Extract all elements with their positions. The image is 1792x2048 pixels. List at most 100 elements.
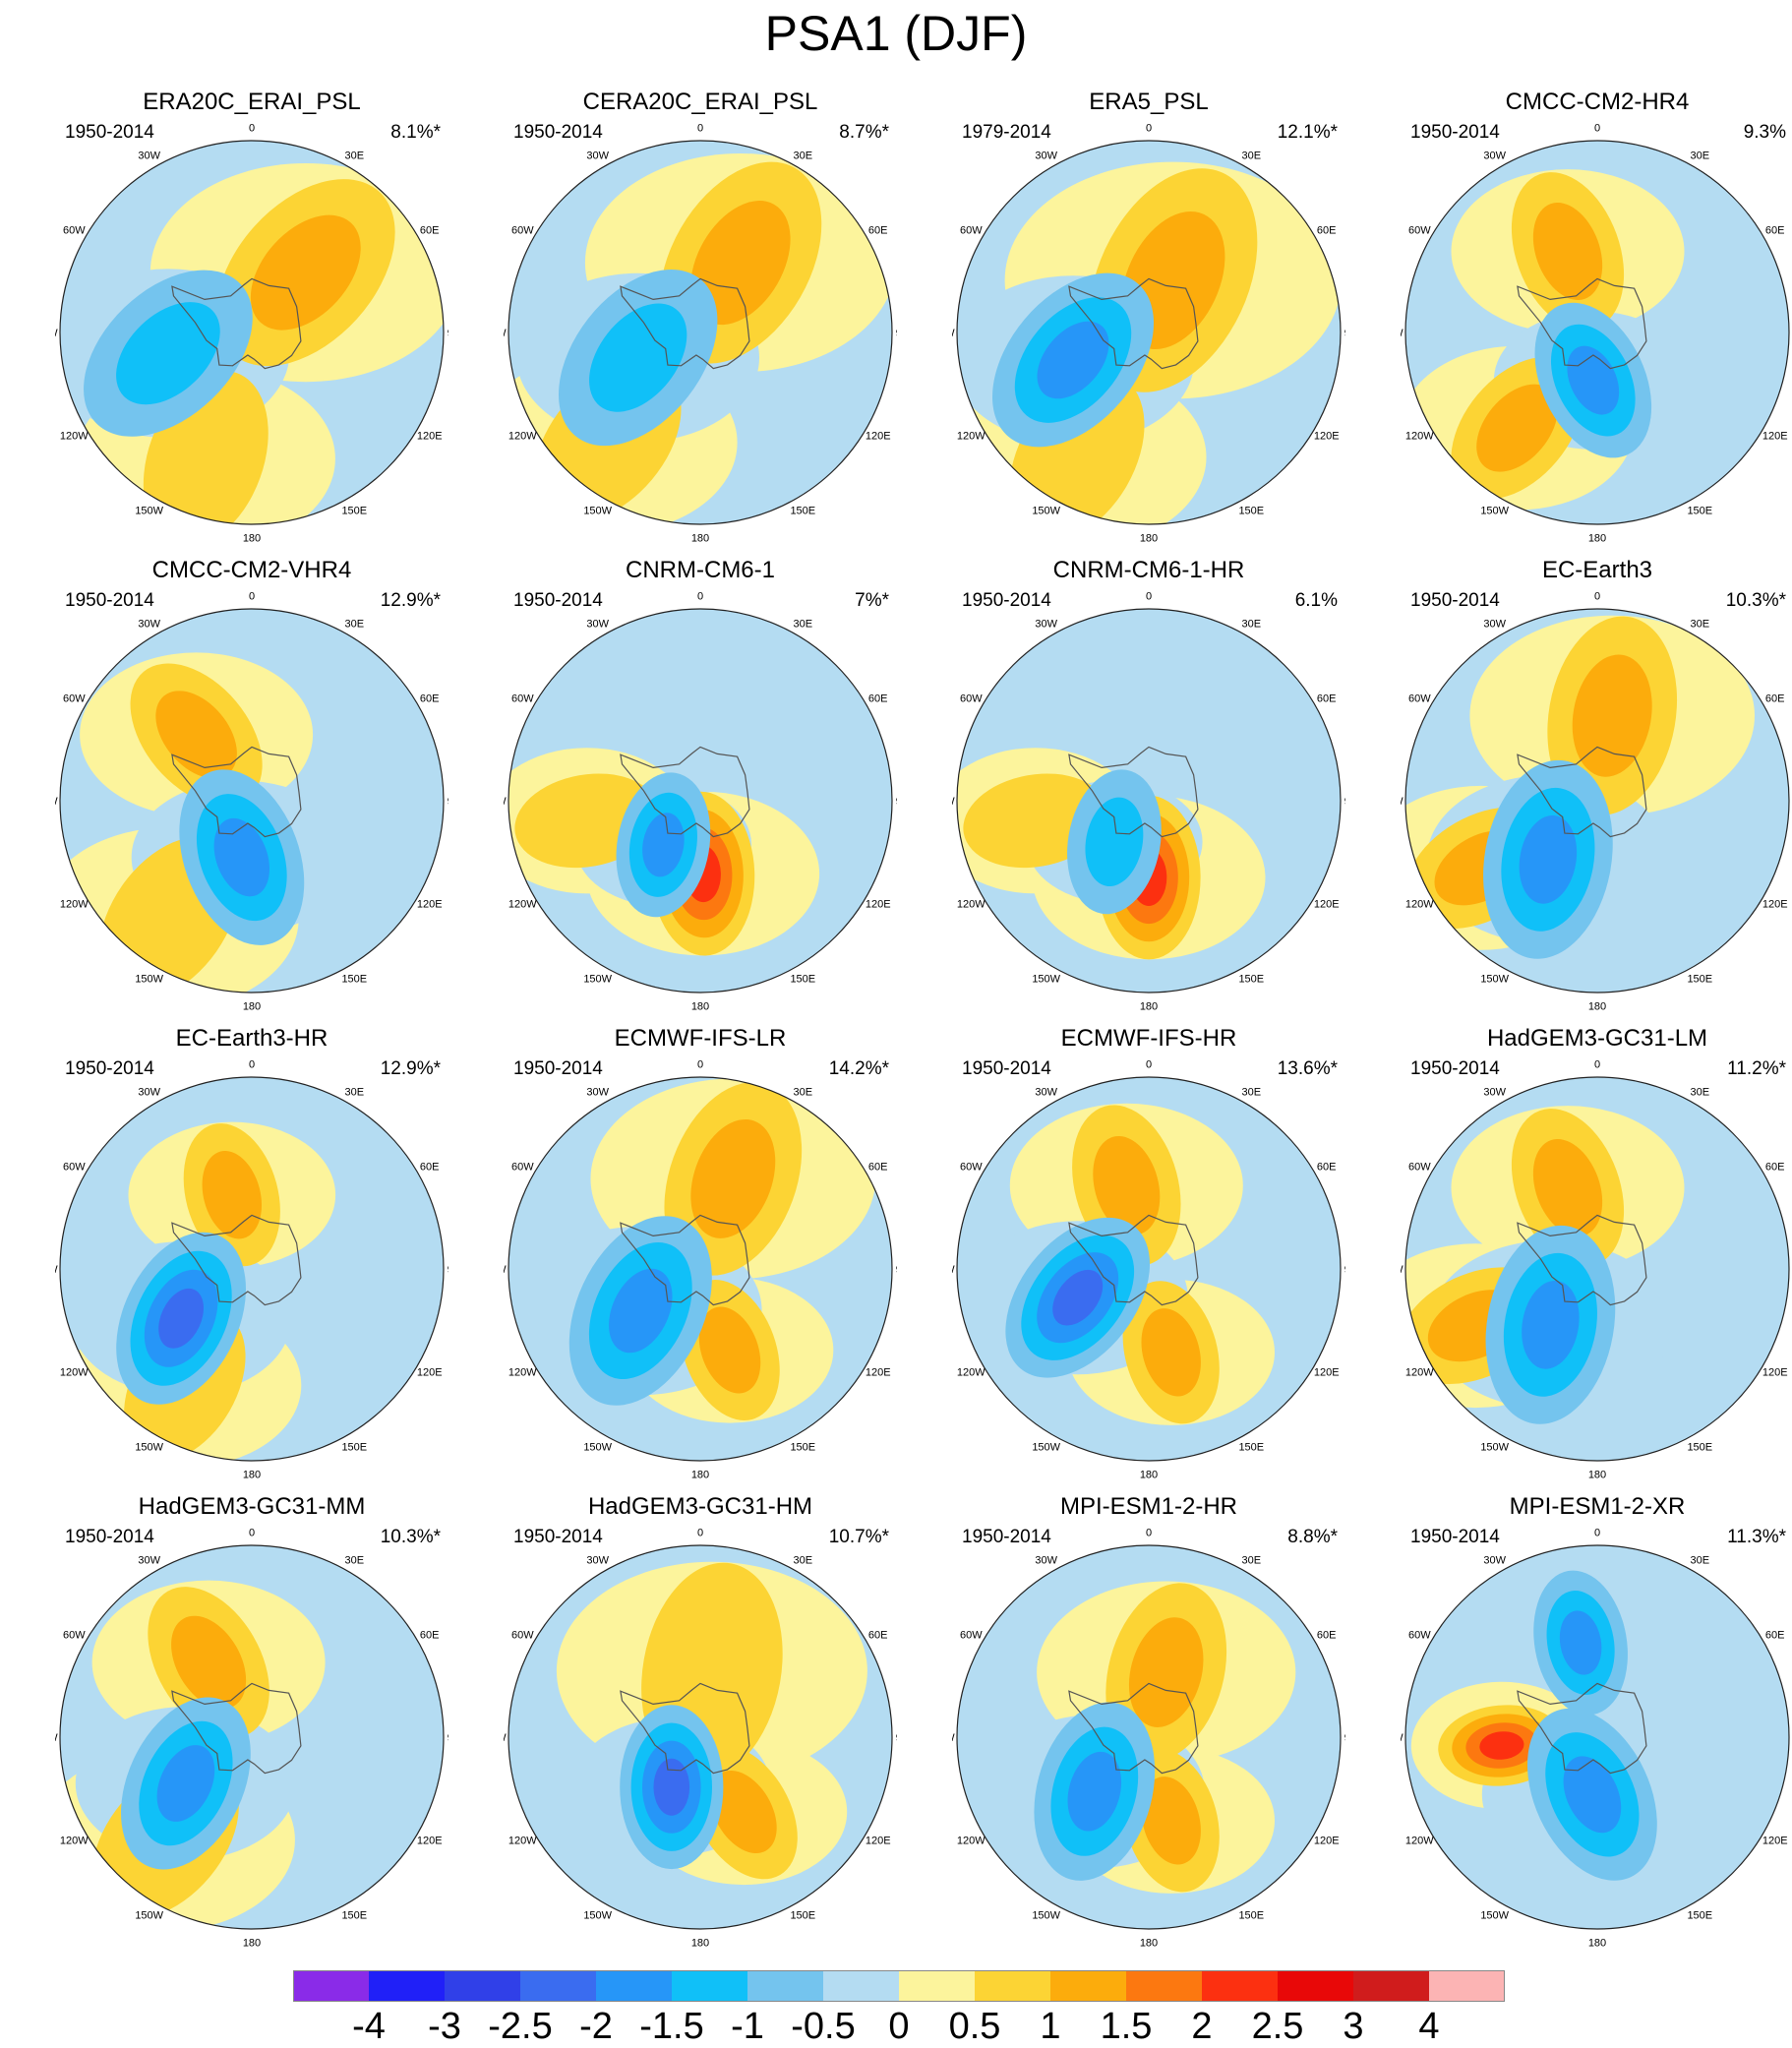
map-boundary [59,140,445,525]
longitude-label: 30W [1035,1554,1057,1566]
polar-map: 030E60E90E120E150E180150W120W90W60W30W [504,590,897,1012]
longitude-label: 90W [55,1264,58,1276]
longitude-label: 150W [583,506,612,517]
longitude-label: 60E [1317,225,1337,237]
longitude-label: 60W [1408,225,1431,237]
longitude-label: 120W [508,898,537,910]
longitude-label: 60W [960,693,983,705]
longitude-label: 60W [63,1162,86,1174]
longitude-label: 150W [1480,1910,1509,1922]
antarctica-coastline [1517,277,1647,370]
anomaly-field [60,1545,444,1929]
colorbar-tick-label: -2 [579,2006,613,2047]
longitude-label: 60E [868,225,888,237]
longitude-label: 180 [243,1938,261,1950]
longitude-label: 0 [249,1527,255,1538]
longitude-label: 120W [1405,898,1434,910]
longitude-label: 90W [1401,1732,1404,1744]
longitude-label: 150W [1032,1910,1060,1922]
map-panel: HadGEM3-GC31-MM1950-201410.3%*030E60E90E… [28,1493,476,1956]
anomaly-field [508,609,892,993]
antarctica-coastline [1517,746,1647,838]
longitude-label: 90E [1344,796,1345,808]
longitude-label: 30E [1242,1086,1262,1098]
longitude-label: 90E [896,328,897,339]
longitude-label: 120W [957,1366,986,1378]
colorbar-swatch [823,1970,899,2002]
longitude-label: 150W [1480,974,1509,986]
longitude-label: 120W [60,430,89,442]
panel-variance: 8.1%* [390,122,441,143]
longitude-label: 30W [138,1086,160,1098]
longitude-label: 30W [586,150,609,161]
longitude-label: 150W [135,1910,163,1922]
longitude-label: 60E [1317,693,1337,705]
longitude-label: 90E [1344,1732,1345,1744]
map-boundary [1404,1076,1790,1462]
longitude-label: 30W [1035,1086,1057,1098]
colorbar-tick-label: 0 [888,2006,910,2047]
longitude-label: 180 [1588,533,1606,545]
longitude-label: 180 [1140,1001,1158,1013]
anomaly-field [508,1077,892,1461]
colorbar-swatch [1126,1970,1202,2002]
polar-map: 030E60E90E120E150E180150W120W90W60W30W [1401,1527,1790,1950]
longitude-label: 60W [511,1630,534,1642]
longitude-label: 90W [504,1732,507,1744]
anomaly-field [60,609,444,993]
longitude-label: 150E [790,974,815,986]
panel-period: 1950-2014 [513,1527,603,1547]
antarctica-coastline [1068,746,1199,838]
longitude-label: 90W [55,1732,58,1744]
longitude-label: 180 [1140,1938,1158,1950]
longitude-label: 60W [1408,1162,1431,1174]
longitude-label: 30W [1483,618,1506,630]
colorbar-tick-label: 0.5 [948,2006,1001,2047]
polar-map: 030E60E90E120E150E180150W120W90W60W30W [952,122,1345,544]
longitude-label: 150E [341,974,367,986]
colorbar-tick-label: -0.5 [791,2006,856,2047]
longitude-label: 90W [952,328,955,339]
panel-period: 1950-2014 [65,590,154,611]
longitude-label: 120W [1405,1366,1434,1378]
longitude-label: 120E [866,430,891,442]
map-panel: ECMWF-IFS-LR 1950-2014 14.2%* 0 30E 60E 90E 120… [476,1025,925,1487]
panel-title: HadGEM3-GC31-MM [138,1493,366,1520]
longitude-label: 30W [586,618,609,630]
map-panel: CMCC-CM2-HR41950-20149.3%030E60E90E120E1… [1373,89,1792,551]
longitude-label: 30E [794,1554,813,1566]
map-boundary [1404,140,1790,525]
panel-title: ERA5_PSL [1089,89,1209,115]
panel-variance: 13.6%* [1277,1058,1338,1079]
panel-variance: 11.3%* [1727,1527,1786,1547]
longitude-label: 120E [417,1366,443,1378]
longitude-label: 30W [1035,150,1057,161]
longitude-label: 90W [952,796,955,808]
longitude-label: 90W [952,1732,955,1744]
antarctica-coastline [1068,277,1199,370]
antarctica-coastline [620,1214,750,1306]
longitude-label: 180 [243,533,261,545]
colorbar-tick-label: -4 [352,2006,386,2047]
map-panel: ERA20C_ERAI_PSL1950-20148.1%*030E60E90E1… [28,89,476,551]
polar-map: 030E60E90E120E150E180150W120W90W60W30W [504,122,897,544]
map-boundary [59,1544,445,1930]
panel-period: 1950-2014 [513,1058,603,1079]
longitude-label: 0 [697,1527,703,1538]
anomaly-field [957,609,1341,993]
longitude-label: 120W [60,1835,89,1846]
map-boundary [508,608,893,994]
longitude-label: 90W [1401,328,1404,339]
map-panel: CNRM-CM6-1 1950-2014 7%* 0 30E 60E 90E 120E 150E… [476,557,925,1019]
colorbar-tick-label: -1 [731,2006,764,2047]
colorbar [293,1970,1505,2002]
longitude-label: 150E [790,1442,815,1454]
panel-variance: 12.1%* [1277,122,1338,143]
colorbar-tick-label: -2.5 [488,2006,553,2047]
longitude-label: 30W [1483,1086,1506,1098]
longitude-label: 120W [1405,1835,1434,1846]
panel-variance: 12.9%* [380,1058,441,1079]
longitude-label: 60W [1408,693,1431,705]
panel-title: MPI-ESM1-2-HR [1059,1493,1237,1520]
